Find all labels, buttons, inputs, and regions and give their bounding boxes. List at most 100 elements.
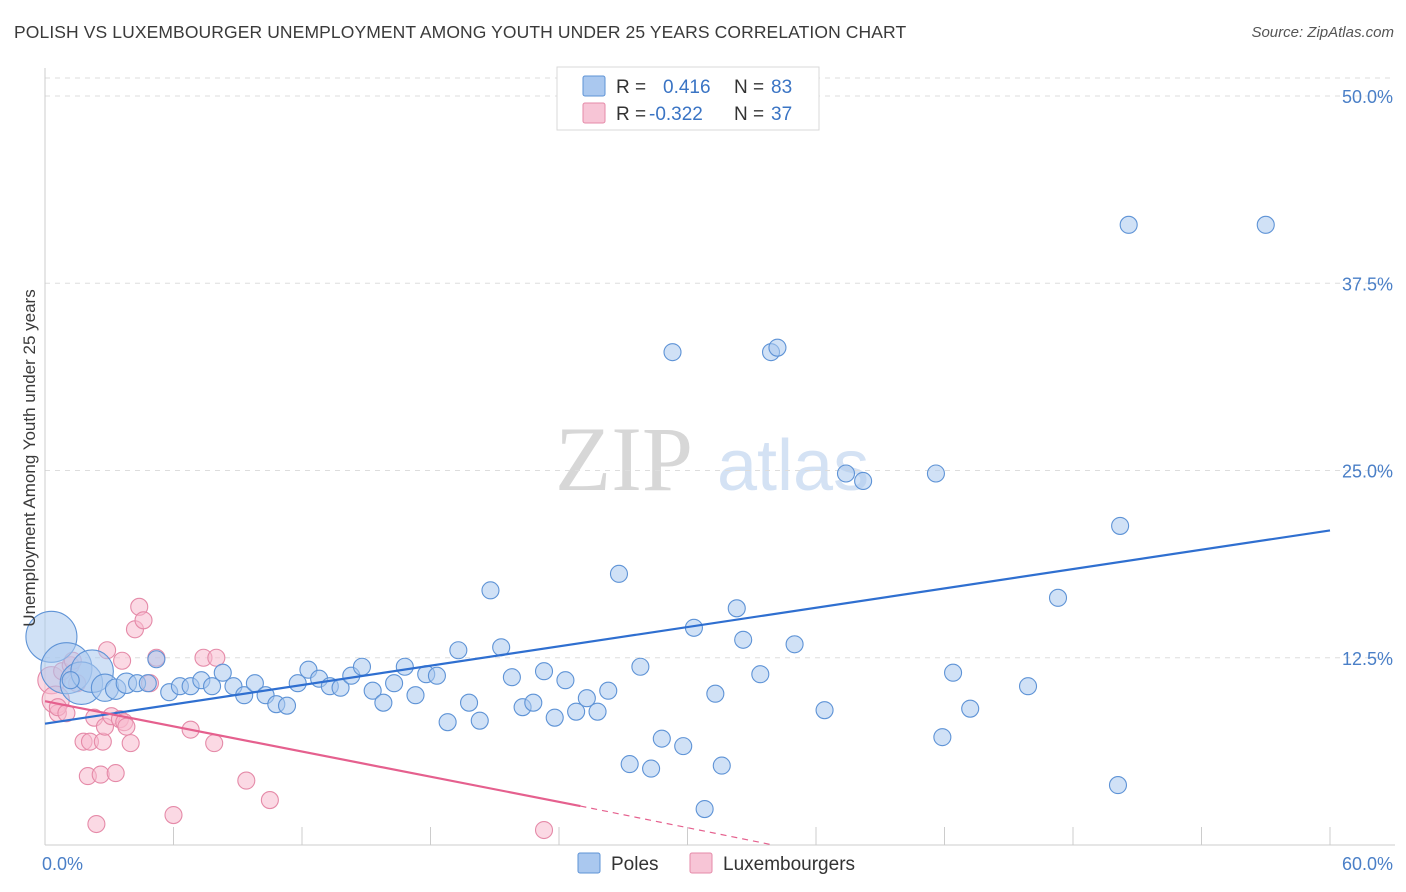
luxembourgers-trend-line xyxy=(44,700,581,808)
poles-point-69 xyxy=(785,635,804,654)
bottom-legend-swatch-poles xyxy=(577,852,601,874)
poles-point-29 xyxy=(352,657,372,676)
poles-point-33 xyxy=(395,657,414,676)
luxembourgers-point-15 xyxy=(93,732,112,751)
poles-point-75 xyxy=(944,663,963,682)
luxembourgers-point-33 xyxy=(205,734,224,753)
poles-point-54 xyxy=(620,755,639,774)
poles-point-61 xyxy=(695,799,714,819)
poles-point-53 xyxy=(609,564,629,583)
poles-trend-line xyxy=(44,529,1331,725)
poles-point-22 xyxy=(277,696,297,715)
poles-point-31 xyxy=(374,693,393,712)
luxembourgers-point-21 xyxy=(113,651,132,670)
legend-swatch-luxembourgers xyxy=(582,102,606,124)
poles-point-51 xyxy=(588,702,607,721)
grid-lines xyxy=(45,77,1395,659)
tick-labels: 12.5% 25.0% 37.5% 50.0% 0.0% 60.0% xyxy=(42,87,1393,874)
legend-r-value-luxembourgers: -0.322 xyxy=(649,104,703,125)
poles-points xyxy=(25,215,1275,819)
luxembourgers-point-34 xyxy=(207,648,226,667)
poles-point-52 xyxy=(599,681,618,700)
poles-point-62 xyxy=(706,684,725,703)
x-tick-label-0: 0.0% xyxy=(42,854,83,874)
poles-point-78 xyxy=(1048,588,1068,607)
chart-title: POLISH VS LUXEMBOURGER UNEMPLOYMENT AMON… xyxy=(14,22,907,42)
luxembourgers-point-23 xyxy=(117,717,136,736)
poles-point-4 xyxy=(61,671,80,690)
poles-point-46 xyxy=(534,662,554,681)
poles-point-47 xyxy=(545,708,564,727)
luxembourgers-point-36 xyxy=(260,791,279,810)
y-tick-label-1: 25.0% xyxy=(1342,462,1393,482)
poles-point-23 xyxy=(288,674,307,693)
y-tick-label-3: 50.0% xyxy=(1342,87,1393,107)
legend-r-value-poles: 0.416 xyxy=(663,77,711,98)
poles-point-38 xyxy=(449,641,468,660)
poles-point-79 xyxy=(1111,516,1130,535)
poles-point-66 xyxy=(751,665,770,684)
poles-point-73 xyxy=(926,464,945,483)
poles-point-77 xyxy=(1018,677,1038,696)
series-legend: Poles Luxembourgers xyxy=(577,852,855,875)
poles-point-36 xyxy=(427,666,446,685)
poles-point-57 xyxy=(652,729,671,748)
poles-point-80 xyxy=(1119,215,1138,234)
poles-point-64 xyxy=(727,599,746,618)
luxembourgers-point-13 xyxy=(87,814,106,834)
poles-point-55 xyxy=(631,657,650,676)
luxembourgers-point-27 xyxy=(134,611,153,630)
poles-point-74 xyxy=(933,728,952,747)
poles-point-50 xyxy=(577,689,596,708)
poles-point-81 xyxy=(1108,776,1128,795)
legend-n-label-poles: N = xyxy=(734,77,764,98)
poles-point-58 xyxy=(663,343,682,362)
poles-point-15 xyxy=(203,677,222,696)
poles-point-43 xyxy=(502,668,521,687)
bottom-legend-luxembourgers: Luxembourgers xyxy=(723,854,855,875)
poles-point-30 xyxy=(363,681,382,700)
luxembourgers-point-24 xyxy=(121,734,140,753)
poles-point-45 xyxy=(524,693,543,712)
poles-point-49 xyxy=(567,702,586,721)
poles-point-71 xyxy=(836,464,856,483)
legend-r-label-poles: R = xyxy=(616,77,646,98)
poles-point-82 xyxy=(1256,215,1275,234)
correlation-legend: R = 0.416 N = 83 R = -0.322 N = 37 xyxy=(556,66,820,131)
luxembourgers-point-37 xyxy=(534,820,554,840)
luxembourgers-point-35 xyxy=(237,771,256,790)
poles-point-59 xyxy=(674,737,693,756)
luxembourgers-point-30 xyxy=(164,805,183,825)
poles-point-70 xyxy=(815,701,834,720)
trend-lines xyxy=(44,529,1331,846)
luxembourgers-point-14 xyxy=(91,765,110,784)
bottom-legend-poles: Poles xyxy=(611,854,659,875)
poles-point-40 xyxy=(470,711,489,730)
poles-point-10 xyxy=(147,650,166,669)
legend-swatch-poles xyxy=(582,75,606,97)
poles-point-76 xyxy=(961,699,980,718)
luxembourgers-point-19 xyxy=(106,764,125,783)
watermark-zip: ZIP xyxy=(555,408,693,510)
bottom-legend-swatch-luxembourgers xyxy=(689,852,713,874)
y-axis-label: Unemployment Among Youth under 25 years xyxy=(20,289,39,626)
poles-point-65 xyxy=(734,630,753,649)
poles-point-9 xyxy=(138,674,157,693)
legend-r-label-luxembourgers: R = xyxy=(616,104,646,125)
axes xyxy=(44,68,1395,846)
poles-point-16 xyxy=(213,663,232,682)
poles-point-68 xyxy=(768,338,787,357)
legend-n-value-poles: 83 xyxy=(771,77,792,98)
y-tick-label-0: 12.5% xyxy=(1342,649,1393,669)
poles-point-39 xyxy=(459,693,479,712)
poles-point-41 xyxy=(481,581,500,600)
poles-point-34 xyxy=(406,686,425,705)
poles-point-48 xyxy=(556,671,575,690)
x-tick-label-1: 60.0% xyxy=(1342,854,1393,874)
poles-point-37 xyxy=(438,713,457,732)
poles-point-72 xyxy=(854,471,873,491)
source-label: Source: ZipAtlas.com xyxy=(1251,24,1394,41)
legend-n-label-luxembourgers: N = xyxy=(734,104,764,125)
poles-point-63 xyxy=(712,756,731,775)
